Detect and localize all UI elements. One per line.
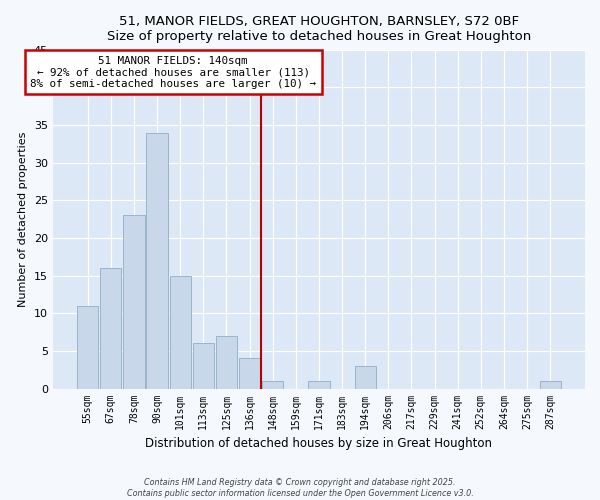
Bar bbox=[216, 336, 237, 388]
Bar bbox=[262, 381, 283, 388]
Bar bbox=[239, 358, 260, 388]
Bar bbox=[193, 344, 214, 388]
Bar bbox=[123, 216, 145, 388]
Text: Contains HM Land Registry data © Crown copyright and database right 2025.
Contai: Contains HM Land Registry data © Crown c… bbox=[127, 478, 473, 498]
X-axis label: Distribution of detached houses by size in Great Houghton: Distribution of detached houses by size … bbox=[145, 437, 493, 450]
Bar bbox=[308, 381, 329, 388]
Bar bbox=[539, 381, 561, 388]
Bar bbox=[355, 366, 376, 388]
Bar bbox=[100, 268, 121, 388]
Y-axis label: Number of detached properties: Number of detached properties bbox=[18, 132, 28, 307]
Text: 51 MANOR FIELDS: 140sqm
← 92% of detached houses are smaller (113)
8% of semi-de: 51 MANOR FIELDS: 140sqm ← 92% of detache… bbox=[30, 56, 316, 89]
Bar bbox=[170, 276, 191, 388]
Bar bbox=[77, 306, 98, 388]
Title: 51, MANOR FIELDS, GREAT HOUGHTON, BARNSLEY, S72 0BF
Size of property relative to: 51, MANOR FIELDS, GREAT HOUGHTON, BARNSL… bbox=[107, 15, 531, 43]
Bar bbox=[146, 132, 167, 388]
